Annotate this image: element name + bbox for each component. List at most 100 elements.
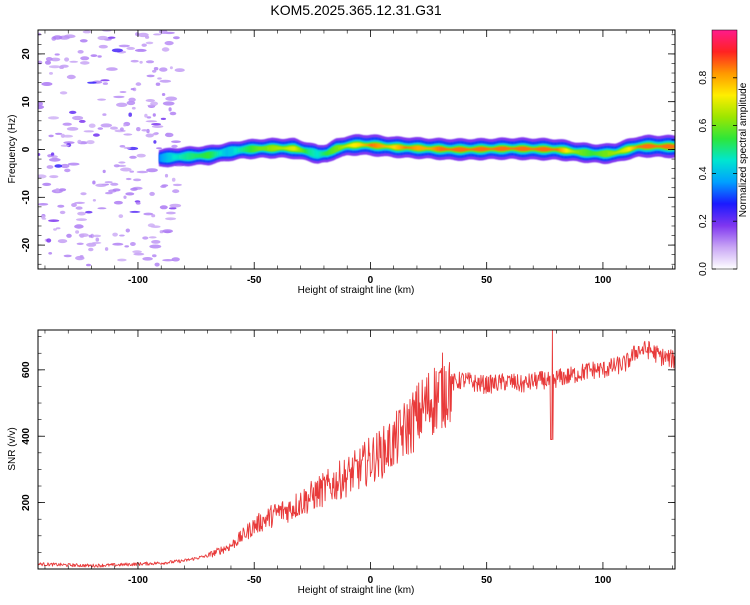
ridge-cell: [586, 149, 589, 157]
noise-speckle: [119, 91, 127, 93]
noise-speckle: [148, 236, 157, 239]
ridge-cell: [264, 145, 267, 151]
ridge-cell: [244, 146, 247, 152]
ridge-cell: [335, 145, 338, 152]
ridge-cell: [605, 150, 608, 158]
ridge-cell: [548, 147, 551, 151]
ridge-cell: [462, 147, 465, 152]
ridge-cell: [471, 148, 474, 151]
ridge-cell: [348, 144, 351, 147]
ridge-cell: [397, 145, 399, 150]
noise-speckle: [48, 157, 61, 162]
ridge-cell: [377, 143, 380, 148]
noise-speckle: [172, 189, 180, 194]
ridge-cell: [565, 148, 568, 153]
ridge-cell: [413, 146, 416, 150]
noise-speckle: [165, 217, 177, 221]
ridge-cell: [602, 150, 605, 158]
ridge-cell: [493, 147, 496, 150]
ridge-cell: [576, 151, 578, 153]
noise-speckle: [80, 192, 87, 196]
ridge-cell: [160, 154, 162, 162]
noise-speckle: [69, 110, 77, 114]
ridge-cell: [319, 151, 322, 157]
ridge-cell: [368, 144, 370, 147]
ridge-cell: [224, 148, 226, 157]
ridge-cell: [239, 148, 241, 152]
ridge-cell: [267, 146, 269, 150]
ridge-cell: [505, 146, 508, 151]
colorbar-tick-label: 0.4: [698, 166, 709, 180]
ridge-cell: [269, 146, 272, 151]
ridge-cell: [197, 153, 200, 158]
ridge-cell: [503, 146, 505, 151]
ridge-cell: [200, 153, 203, 158]
noise-speckle: [47, 116, 60, 120]
noise-speckle: [153, 33, 162, 36]
ridge-cell: [389, 145, 391, 148]
noise-speckle: [154, 262, 160, 267]
ridge-cell: [556, 148, 559, 151]
x-tick-label: 50: [481, 575, 493, 586]
ridge-cell: [181, 154, 183, 159]
noise-speckle: [59, 210, 66, 215]
ridge-cell: [591, 151, 594, 156]
ridge-cell: [585, 149, 588, 157]
ridge-cell: [408, 146, 411, 149]
ridge-cell: [203, 152, 205, 159]
noise-speckle: [114, 129, 126, 133]
ridge-cell: [468, 148, 470, 151]
ridge-cell: [304, 149, 306, 154]
ridge-cell: [192, 153, 195, 159]
ridge-cell: [341, 146, 344, 149]
x-tick-label: 50: [481, 275, 493, 286]
ridge-cell: [218, 151, 220, 156]
ridge-cell: [536, 147, 539, 151]
noise-speckle: [119, 145, 126, 148]
ridge-cell: [222, 148, 225, 157]
noise-speckle: [137, 32, 149, 38]
y-tick-label: -20: [21, 237, 32, 252]
noise-speckle: [41, 217, 47, 220]
noise-speckle: [86, 140, 95, 145]
noise-speckle: [55, 227, 61, 230]
ridge-cell: [444, 148, 447, 151]
noise-speckle: [171, 144, 178, 148]
ridge-cell: [440, 146, 442, 152]
noise-speckle: [146, 74, 155, 78]
ridge-cell: [234, 148, 237, 154]
ridge-cell: [570, 150, 573, 153]
ridge-cell: [473, 148, 476, 151]
noise-speckle: [75, 218, 88, 222]
ridge-cell: [362, 143, 365, 146]
ridge-cell: [179, 154, 182, 159]
noise-speckle: [102, 113, 107, 116]
ridge-cell: [183, 153, 186, 160]
noise-speckle: [77, 139, 82, 144]
ridge-cell: [421, 146, 424, 150]
ridge-cell: [191, 153, 194, 160]
noise-speckle: [125, 177, 132, 181]
ridge-cell: [225, 147, 227, 157]
ridge-cell: [332, 147, 334, 154]
ridge-cell: [523, 146, 526, 151]
noise-speckle: [79, 255, 84, 259]
noise-speckle: [48, 219, 60, 222]
noise-speckle: [85, 210, 93, 214]
noise-speckle: [112, 242, 124, 246]
noise-speckle: [144, 113, 148, 118]
ridge-cell: [615, 151, 618, 154]
ridge-cell: [501, 146, 504, 151]
ridge-cell: [661, 145, 663, 148]
snr-panel: -100 -50 0 50 100 200 400 600 Height of straig…: [7, 329, 676, 596]
ridge-cell: [353, 143, 355, 148]
noise-speckle: [112, 232, 118, 237]
ridge-cell: [351, 143, 354, 148]
noise-speckle: [160, 117, 166, 120]
ridge-cell: [418, 145, 420, 151]
noise-speckle: [118, 44, 130, 48]
ridge-cell: [609, 151, 612, 155]
noise-speckle: [152, 254, 157, 258]
